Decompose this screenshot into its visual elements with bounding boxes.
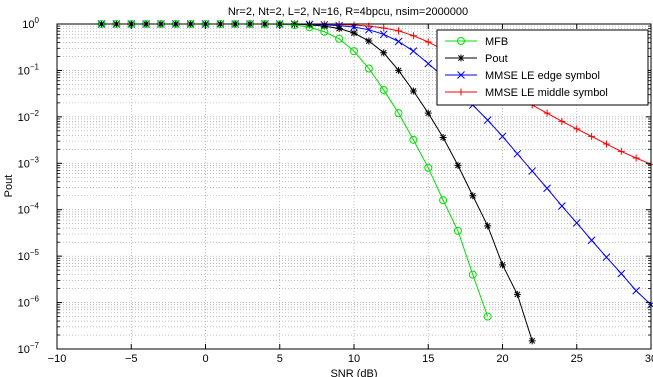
data-point <box>468 270 477 279</box>
data-point <box>335 24 343 32</box>
y-tick-label: 10−3 <box>18 155 40 170</box>
data-point <box>439 133 447 141</box>
y-tick-label: 10−1 <box>18 62 40 77</box>
x-tick-label: 5 <box>277 353 283 365</box>
data-point <box>572 219 581 227</box>
data-point <box>558 117 566 125</box>
y-tick-label: 100 <box>22 16 39 31</box>
data-point <box>380 24 388 32</box>
data-point <box>528 337 536 345</box>
data-point <box>364 64 373 73</box>
data-point <box>335 34 344 43</box>
data-point <box>453 226 462 235</box>
legend: MFB Pout MMSE LE edge symbol MMSE LE middle… <box>436 29 649 106</box>
data-point <box>439 196 448 205</box>
x-tick-label: 25 <box>571 353 583 365</box>
data-point <box>543 109 551 117</box>
data-point <box>602 140 610 148</box>
ticks: −10 −5 0 5 10 15 20 25 30 100 10−1 10−2 10−3 10−4 10−5… <box>18 16 653 365</box>
data-point <box>409 135 418 144</box>
data-point <box>290 21 299 30</box>
data-point <box>424 163 433 172</box>
data-point <box>305 21 313 29</box>
data-point <box>379 85 388 94</box>
data-point <box>513 290 521 298</box>
x-tick-label: −5 <box>125 353 138 365</box>
data-point <box>320 27 329 36</box>
data-point <box>647 160 653 168</box>
x-tick-label: 15 <box>422 353 434 365</box>
data-point <box>424 38 432 46</box>
legend-marker <box>457 71 465 79</box>
data-point <box>469 192 477 200</box>
data-point <box>484 222 492 230</box>
legend-label: MFB <box>485 36 508 48</box>
data-point <box>632 286 641 295</box>
data-point <box>394 109 403 118</box>
data-point <box>617 147 625 155</box>
data-point <box>588 132 596 140</box>
y-tick-label: 10−5 <box>18 248 40 263</box>
data-point <box>543 184 551 193</box>
data-point <box>528 167 537 175</box>
data-point <box>454 161 462 169</box>
x-tick-label: 20 <box>496 353 508 365</box>
x-tick-label: 10 <box>348 353 360 365</box>
legend-label: MMSE LE edge symbol <box>485 70 600 82</box>
legend-label: MMSE LE middle symbol <box>485 87 608 99</box>
x-tick-label: 30 <box>645 353 653 365</box>
data-point <box>424 59 433 68</box>
data-point <box>409 32 417 40</box>
data-point <box>424 109 432 117</box>
data-point <box>632 154 640 162</box>
data-point <box>513 149 522 158</box>
legend-marker <box>457 88 465 96</box>
data-point <box>364 25 373 34</box>
data-point <box>395 27 403 35</box>
data-point <box>350 29 358 37</box>
x-tick-label: −10 <box>48 353 67 365</box>
data-point <box>558 202 566 210</box>
data-point <box>617 269 626 278</box>
legend-marker <box>457 37 465 45</box>
data-point <box>573 125 581 133</box>
data-point <box>394 37 403 46</box>
data-point <box>380 49 388 57</box>
data-point <box>587 236 596 245</box>
y-tick-label: 10−4 <box>18 202 40 217</box>
data-point <box>395 66 403 74</box>
data-point <box>498 132 507 141</box>
data-point <box>483 116 492 124</box>
data-point <box>602 253 611 262</box>
chart-title: Nr=2, Nt=2, L=2, N=16, R=4bpcu, nsim=200… <box>228 6 468 18</box>
data-point <box>350 47 358 56</box>
data-point <box>499 261 506 269</box>
data-point <box>409 47 418 56</box>
data-point <box>379 30 388 39</box>
y-tick-label: 10−2 <box>18 109 40 124</box>
data-point <box>483 312 492 321</box>
y-tick-label: 10−7 <box>18 341 40 356</box>
data-point <box>365 37 373 45</box>
y-axis-label: Pout <box>3 175 15 198</box>
data-point <box>409 87 417 95</box>
y-tick-label: 10−6 <box>18 295 40 310</box>
data-point <box>320 22 328 30</box>
x-tick-label: 0 <box>202 353 208 365</box>
x-axis-label: SNR (dB) <box>330 368 377 377</box>
legend-label: Pout <box>485 53 508 65</box>
legend-marker <box>457 54 465 62</box>
